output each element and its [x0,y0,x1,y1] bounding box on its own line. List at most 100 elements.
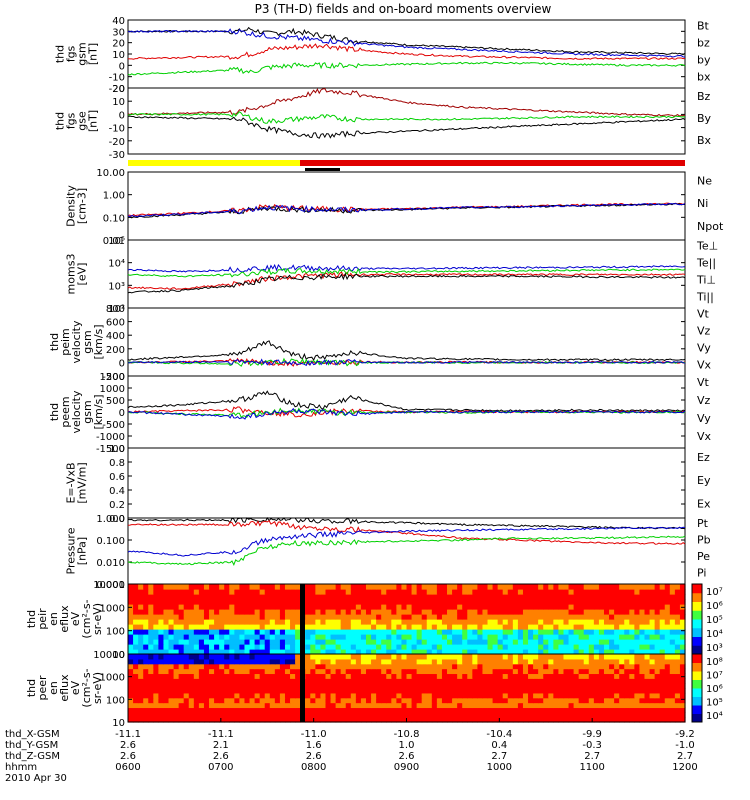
heatmap-cell [163,678,170,684]
heatmap-cell [679,688,686,694]
y-axis-label: (cm²-s- [80,668,93,707]
heatmap-cell [325,644,332,650]
heatmap-cell [543,589,549,595]
heatmap-cell [188,589,195,595]
heatmap-cell [436,649,443,655]
heatmap-cell [183,678,190,684]
heatmap-cell [371,697,377,704]
heatmap-cell [669,688,676,694]
y-tick-label: 10² [108,304,125,315]
heatmap-cell [396,702,403,709]
heatmap-cell [259,644,266,650]
heatmap-cell [462,619,468,625]
colorbar-segment [692,654,702,663]
heatmap-cell [239,634,246,640]
heatmap-cell [158,629,165,635]
heatmap-cell [639,649,646,655]
heatmap-cell [426,594,433,600]
heatmap-cell [578,624,585,630]
heatmap-cell [376,678,382,684]
heatmap-cell [522,589,529,595]
heatmap-cell [355,619,362,625]
heatmap-cell [224,668,230,675]
heatmap-cell [290,663,296,670]
heatmap-cell [133,584,139,590]
heatmap-cell [330,609,337,615]
heatmap-cell [173,668,180,675]
heatmap-cell [533,673,539,679]
heatmap-cell [497,584,504,590]
heatmap-cell [457,629,463,635]
heatmap-cell [436,589,443,595]
heatmap-cell [644,619,651,625]
panel-peim_vel: thdpeimvelocitygsm[km/s]-200020040060080… [48,304,712,383]
legend-Ni: Ni [697,197,708,210]
x-row-value: 1200 [672,762,697,773]
heatmap-cell [568,614,575,620]
heatmap-cell [538,584,544,590]
heatmap-cell [634,594,641,600]
legend-Vx: Vx [697,430,712,443]
heatmap-cell [568,584,575,590]
heatmap-cell [492,584,499,590]
heatmap-cell [441,639,448,645]
heatmap-cell [188,624,195,630]
heatmap-cell [386,697,392,704]
heatmap-cell [365,619,372,625]
heatmap-cell [168,658,175,665]
heatmap-cell [416,644,423,650]
heatmap-cell [138,707,144,713]
heatmap-cell [472,702,478,709]
heatmap-cell [249,658,256,665]
heatmap-cell [138,688,144,694]
heatmap-cell [335,658,342,665]
heatmap-cell [391,619,397,625]
heatmap-cell [376,692,382,699]
heatmap-cell [360,604,367,610]
heatmap-cell [426,697,433,704]
heatmap-cell [381,639,387,645]
heatmap-cell [507,584,514,590]
heatmap-cell [598,663,605,670]
heatmap-cell [583,663,590,670]
heatmap-cell [497,634,504,640]
heatmap-cell [168,702,175,709]
heatmap-cell [153,702,159,709]
heatmap-cell [522,619,529,625]
y-tick-label: 10⁴ [108,259,125,270]
heatmap-cell [153,673,159,679]
heatmap-cell [573,683,580,689]
heatmap-cell [350,678,357,684]
heatmap-cell [507,692,514,699]
heatmap-cell [634,619,641,625]
heatmap-cell [406,673,413,679]
heatmap-cell [315,589,322,595]
colorbar-tick-label: 10⁵ [706,698,723,709]
heatmap-cell [533,584,539,590]
y-axis-label: [cm-3] [76,188,89,224]
heatmap-cell [441,697,448,704]
heatmap-cell [457,688,463,694]
heatmap-cell [360,624,367,630]
heatmap-cell [365,589,372,595]
heatmap-cell [365,634,372,640]
heatmap-cell [462,634,468,640]
heatmap-cell [431,668,438,675]
heatmap-cell [198,707,205,713]
colorbar-segment [692,662,702,672]
heatmap-cell [497,599,504,605]
heatmap-cell [153,589,159,595]
legend-Ez: Ez [697,451,710,464]
heatmap-cell [457,589,463,595]
heatmap-cell [269,609,276,615]
heatmap-cell [381,619,387,625]
heatmap-cell [497,692,504,699]
heatmap-cell [659,712,666,718]
heatmap-cell [603,678,610,684]
heatmap-cell [325,649,332,655]
y-tick-label: 20 [112,84,125,95]
heatmap-cell [386,599,392,605]
heatmap-cell [310,654,316,660]
heatmap-cell [234,663,240,670]
heatmap-cell [320,668,327,675]
